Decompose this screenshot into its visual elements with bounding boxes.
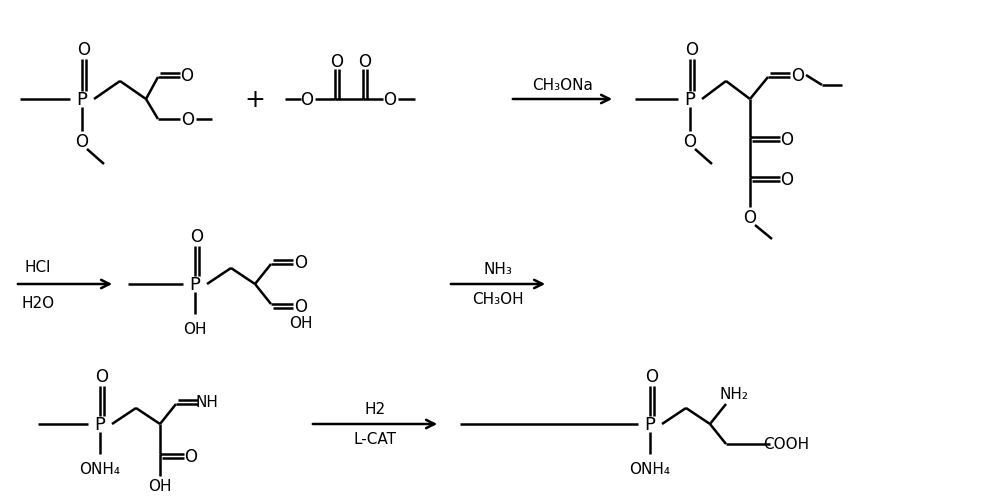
Text: O: O bbox=[791, 67, 804, 85]
Text: CH₃OH: CH₃OH bbox=[472, 292, 524, 307]
Text: O: O bbox=[646, 367, 658, 385]
Text: O: O bbox=[78, 41, 91, 59]
Text: O: O bbox=[295, 254, 308, 272]
Text: O: O bbox=[359, 53, 372, 71]
Text: L-CAT: L-CAT bbox=[354, 432, 397, 446]
Text: OH: OH bbox=[148, 478, 172, 493]
Text: O: O bbox=[295, 298, 308, 315]
Text: O: O bbox=[191, 227, 204, 245]
Text: H2: H2 bbox=[364, 402, 386, 417]
Text: P: P bbox=[685, 91, 695, 109]
Text: O: O bbox=[181, 67, 194, 85]
Text: NH₃: NH₃ bbox=[484, 262, 512, 277]
Text: OH: OH bbox=[183, 321, 207, 336]
Text: O: O bbox=[76, 133, 89, 151]
Text: OH: OH bbox=[289, 315, 313, 330]
Text: H2O: H2O bbox=[21, 295, 55, 310]
Text: NH: NH bbox=[196, 395, 218, 410]
Text: O: O bbox=[780, 171, 793, 188]
Text: CH₃ONa: CH₃ONa bbox=[532, 77, 593, 92]
Text: O: O bbox=[182, 111, 195, 129]
Text: ONH₄: ONH₄ bbox=[80, 461, 121, 476]
Text: O: O bbox=[301, 91, 314, 109]
Text: O: O bbox=[744, 208, 757, 226]
Text: NH₂: NH₂ bbox=[720, 387, 748, 402]
Text: O: O bbox=[96, 367, 109, 385]
Text: P: P bbox=[645, 415, 655, 433]
Text: HCl: HCl bbox=[25, 259, 51, 274]
Text: P: P bbox=[190, 276, 200, 294]
Text: ONH₄: ONH₄ bbox=[630, 461, 670, 476]
Text: O: O bbox=[686, 41, 698, 59]
Text: +: + bbox=[245, 88, 265, 112]
Text: O: O bbox=[185, 447, 198, 465]
Text: COOH: COOH bbox=[763, 437, 809, 451]
Text: O: O bbox=[684, 133, 696, 151]
Text: P: P bbox=[95, 415, 105, 433]
Text: O: O bbox=[331, 53, 344, 71]
Text: O: O bbox=[384, 91, 396, 109]
Text: P: P bbox=[77, 91, 87, 109]
Text: O: O bbox=[780, 131, 793, 149]
